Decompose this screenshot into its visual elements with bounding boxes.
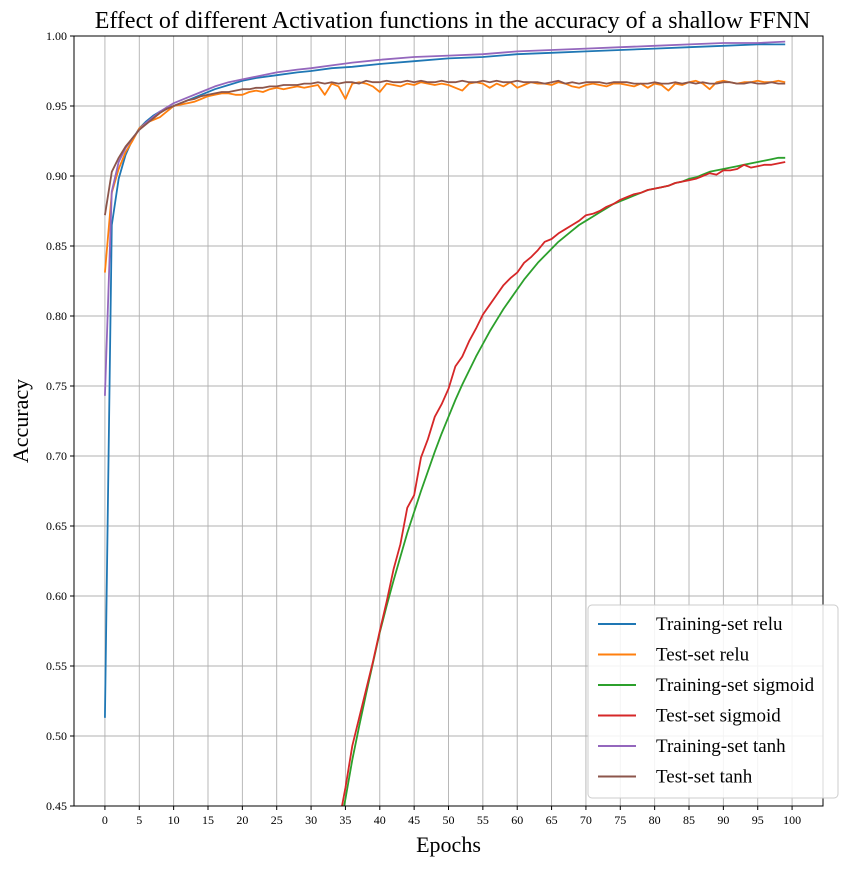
x-tick-label: 45 xyxy=(408,813,420,827)
chart-title: Effect of different Activation functions… xyxy=(95,8,811,34)
y-tick-label: 1.00 xyxy=(46,29,67,43)
x-tick-label: 55 xyxy=(477,813,489,827)
legend-label: Test-set sigmoid xyxy=(656,706,781,727)
series-line-training-set-sigmoid xyxy=(343,156,786,806)
legend-label: Training-set tanh xyxy=(656,736,786,757)
y-tick-label: 0.80 xyxy=(46,309,67,323)
y-tick-label: 0.65 xyxy=(46,519,67,533)
y-axis-title: Accuracy xyxy=(8,379,33,463)
series-line-test-set-relu xyxy=(104,79,786,273)
x-axis-title: Epochs xyxy=(416,832,481,857)
y-axis-ticks: 0.45 0.50 0.55 0.60 0.65 0.70 0.75 0.80 0.85 0.90… xyxy=(46,29,74,813)
x-tick-label: 35 xyxy=(339,813,351,827)
x-tick-label: 30 xyxy=(305,813,317,827)
x-tick-label: 10 xyxy=(168,813,180,827)
legend-label: Test-set relu xyxy=(656,645,750,666)
y-tick-label: 0.50 xyxy=(46,729,67,743)
x-tick-label: 95 xyxy=(752,813,764,827)
x-tick-label: 75 xyxy=(614,813,626,827)
series-line-test-set-tanh xyxy=(104,79,786,216)
x-tick-label: 80 xyxy=(649,813,661,827)
x-axis-ticks: 0 5 10 15 20 25 30 35 40 45 50 55 60 65 70 75 80 85 90 95 10… xyxy=(102,806,801,827)
legend-label: Training-set relu xyxy=(656,614,783,635)
series-group xyxy=(104,40,786,806)
legend-label: Training-set sigmoid xyxy=(656,675,815,696)
y-tick-label: 0.55 xyxy=(46,659,67,673)
y-tick-label: 0.95 xyxy=(46,99,67,113)
x-tick-label: 5 xyxy=(136,813,142,827)
x-tick-label: 20 xyxy=(236,813,248,827)
y-tick-label: 0.85 xyxy=(46,239,67,253)
y-tick-label: 0.45 xyxy=(46,799,67,813)
series-line-test-set-sigmoid xyxy=(341,161,786,806)
legend-box xyxy=(587,604,839,799)
x-tick-label: 70 xyxy=(580,813,592,827)
x-tick-label: 0 xyxy=(102,813,108,827)
x-tick-label: 90 xyxy=(717,813,729,827)
y-tick-label: 0.75 xyxy=(46,379,67,393)
x-tick-label: 50 xyxy=(443,813,455,827)
y-tick-label: 0.60 xyxy=(46,589,67,603)
x-tick-label: 25 xyxy=(271,813,283,827)
x-tick-label: 85 xyxy=(683,813,695,827)
legend-label: Test-set tanh xyxy=(656,767,753,788)
x-tick-label: 60 xyxy=(511,813,523,827)
legend: Training-set relu Test-set relu Training-s… xyxy=(587,604,839,799)
x-tick-label: 65 xyxy=(546,813,558,827)
x-tick-label: 100 xyxy=(783,813,801,827)
y-tick-label: 0.70 xyxy=(46,449,67,463)
x-tick-label: 15 xyxy=(202,813,214,827)
y-tick-label: 0.90 xyxy=(46,169,67,183)
x-tick-label: 40 xyxy=(374,813,386,827)
